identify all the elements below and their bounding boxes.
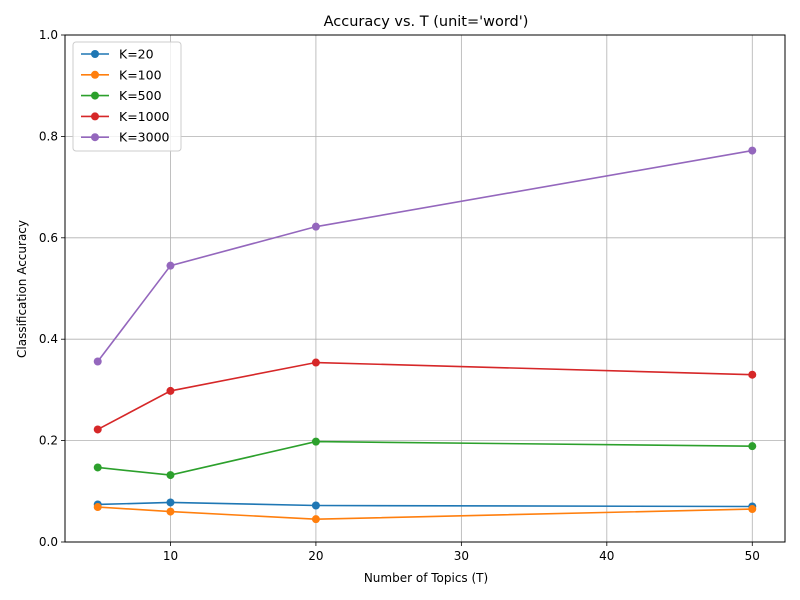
y-tick-label: 0.0 [39, 535, 58, 549]
series-k-20 [93, 498, 757, 511]
data-point [311, 358, 320, 367]
series-k-1000 [93, 358, 757, 434]
data-point [93, 463, 102, 472]
data-point [166, 386, 175, 395]
y-tick-label: 0.4 [39, 332, 58, 346]
series-line [97, 506, 753, 520]
legend-item: K=500 [81, 88, 162, 103]
legend-item: K=1000 [81, 109, 170, 124]
y-tick-label: 0.8 [39, 129, 58, 143]
series-line [97, 149, 753, 362]
legend-marker [91, 50, 99, 58]
y-tick-label: 1.0 [39, 28, 58, 42]
data-point [311, 501, 320, 510]
y-tick-label: 0.6 [39, 231, 58, 245]
plot-frame [64, 34, 786, 543]
legend-label: K=20 [119, 47, 154, 62]
legend-marker [91, 112, 99, 121]
x-tick-label: 40 [599, 549, 614, 563]
series-k-500 [93, 437, 757, 480]
data-point [311, 515, 320, 524]
legend-label: K=100 [119, 67, 162, 82]
data-point [93, 357, 102, 366]
series-layer [93, 146, 757, 524]
legend-item: K=20 [81, 47, 154, 62]
x-tick-label: 20 [308, 549, 323, 563]
legend: K=20 K=100 K=500 K=1000 K=3000 [72, 41, 182, 152]
data-point [166, 261, 175, 270]
x-tick-label: 30 [454, 549, 469, 563]
y-tick-label: 0.2 [39, 434, 58, 448]
legend-item: K=3000 [81, 130, 170, 145]
data-point [748, 146, 757, 155]
series-line [97, 361, 753, 431]
data-point [93, 503, 102, 512]
y-axis-label: Classification Accuracy [15, 220, 29, 358]
legend-label: K=1000 [119, 109, 170, 124]
series-k-3000 [93, 146, 757, 366]
legend-marker [91, 91, 99, 100]
data-point [93, 425, 102, 434]
chart-title: Accuracy vs. T (unit='word') [324, 14, 529, 30]
x-tick-label: 50 [745, 549, 760, 563]
legend-box [72, 41, 182, 152]
ticks: 10 20 30 40 50 0.0 0.2 0.4 0.6 0.8 1.0 [39, 28, 760, 563]
data-point [311, 437, 320, 446]
data-point [311, 222, 320, 231]
legend-label: K=3000 [119, 130, 170, 145]
legend-item: K=100 [81, 67, 162, 82]
data-point [748, 370, 757, 379]
x-tick-label: 10 [163, 549, 178, 563]
data-point [166, 507, 175, 516]
series-k-100 [93, 503, 757, 524]
data-point [166, 498, 175, 507]
data-point [166, 471, 175, 480]
data-point [748, 505, 757, 514]
legend-marker [91, 133, 99, 142]
legend-label: K=500 [119, 88, 162, 103]
x-axis-label: Number of Topics (T) [364, 571, 488, 585]
data-point [748, 442, 757, 451]
series-line [97, 440, 753, 476]
series-line [97, 501, 753, 508]
legend-marker [91, 70, 99, 79]
